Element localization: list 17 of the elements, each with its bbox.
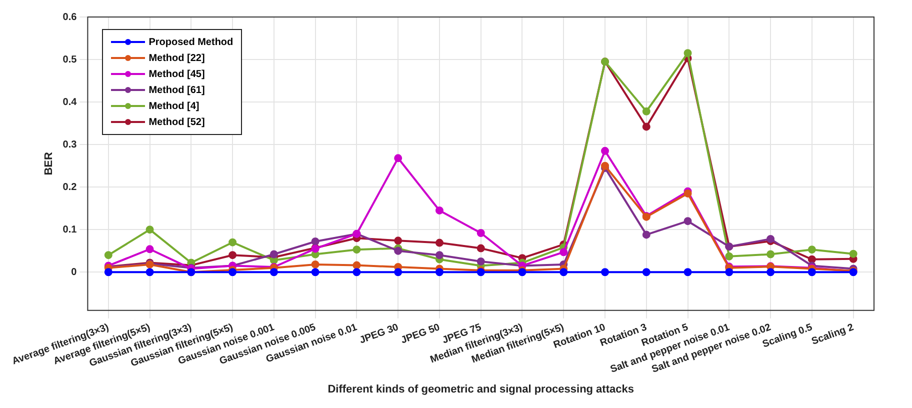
legend-label: Method [61]	[148, 84, 205, 96]
y-axis-title: BER	[43, 152, 56, 176]
x-axis-title: Different kinds of geometric and signal processing attacks	[328, 383, 634, 396]
x-tick-label: JPEG 30	[358, 322, 400, 346]
legend-label: Method [52]	[148, 116, 205, 128]
y-tick-label: 0	[71, 266, 78, 278]
y-tick-label: 0.1	[62, 224, 78, 236]
y-tick-label: 0.4	[62, 96, 78, 108]
legend-label: Method [22]	[148, 52, 205, 64]
y-tick-label: 0.3	[62, 139, 78, 150]
y-tick-label: 0.2	[62, 182, 78, 193]
legend-label: Method [45]	[148, 68, 205, 80]
y-tick-label: 0.6	[62, 12, 78, 23]
legend-label: Proposed Method	[148, 36, 234, 48]
x-tick-label: JPEG 50	[400, 322, 442, 346]
y-tick-label: 0.5	[62, 54, 78, 66]
legend-label: Method [4]	[148, 100, 200, 112]
